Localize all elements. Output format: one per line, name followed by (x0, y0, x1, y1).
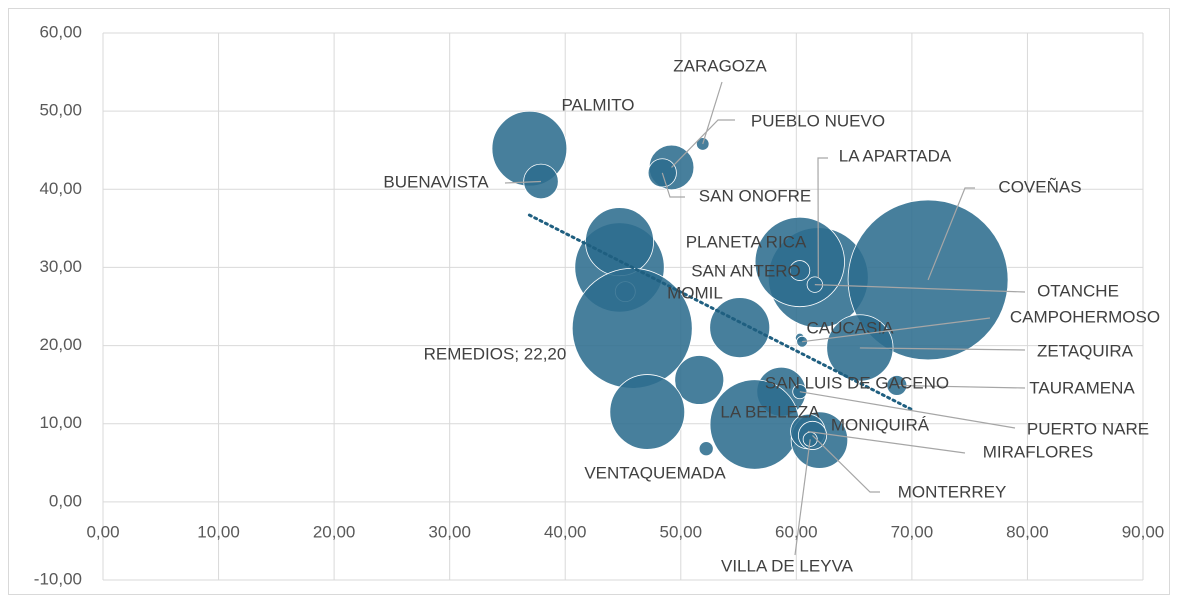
leader-line (807, 430, 966, 454)
data-label: SAN ONOFRE (699, 186, 811, 205)
leader-line (817, 157, 828, 278)
x-tick-label: 70,00 (891, 522, 934, 541)
data-label: ZETAQUIRA (1037, 341, 1134, 360)
leader-line (802, 317, 991, 343)
x-tick-label: 60,00 (775, 522, 818, 541)
data-label: MOMIL (667, 283, 723, 302)
bubble (609, 374, 686, 450)
leader-line (859, 347, 1026, 351)
data-label: LA APARTADA (839, 146, 952, 165)
leader-line (814, 284, 1026, 293)
data-label: BUENAVISTA (383, 172, 489, 191)
bubble (698, 441, 714, 457)
bubble (802, 431, 818, 447)
data-label: SAN ANTERO (691, 261, 801, 280)
data-label: CAUCASIA (807, 318, 895, 337)
x-tick-label: 40,00 (544, 522, 587, 541)
x-tick-label: 10,00 (197, 522, 240, 541)
bubble (674, 355, 725, 405)
bubble (709, 379, 800, 470)
leader-line (927, 187, 975, 281)
data-label: VILLA DE LEYVA (721, 556, 854, 575)
y-tick-label: -10,00 (34, 569, 82, 588)
x-tick-label: 0,00 (86, 522, 119, 541)
leader-line (799, 391, 1016, 429)
leader-line (504, 180, 541, 184)
y-tick-label: 30,00 (39, 257, 82, 276)
data-label: PALMITO (561, 95, 634, 114)
data-label: COVEÑAS (998, 177, 1081, 196)
y-tick-label: 0,00 (49, 491, 82, 510)
data-label: VENTAQUEMADA (584, 463, 726, 482)
data-label: MIRAFLORES (983, 442, 1094, 461)
leader-line (812, 435, 880, 493)
leader-line (794, 439, 811, 556)
y-tick-label: 40,00 (39, 179, 82, 198)
data-label: PUERTO NARE (1027, 419, 1149, 438)
y-tick-label: 10,00 (39, 413, 82, 432)
x-tick-label: 80,00 (1006, 522, 1049, 541)
data-label: PUEBLO NUEVO (751, 111, 885, 130)
data-label: PLANETA RICA (686, 232, 807, 251)
data-label: OTANCHE (1037, 281, 1119, 300)
bubble (789, 260, 811, 281)
x-tick-label: 50,00 (660, 522, 703, 541)
data-label: TAURAMENA (1029, 378, 1135, 397)
y-tick-label: 20,00 (39, 335, 82, 354)
x-tick-label: 90,00 (1122, 522, 1165, 541)
y-tick-label: 60,00 (39, 22, 82, 41)
data-label: LA BELLEZA (720, 402, 820, 421)
data-label: ZARAGOZA (673, 56, 767, 75)
leader-line (896, 384, 1026, 389)
data-label: REMEDIOS; 22,20 (424, 344, 567, 363)
bubble (585, 207, 654, 277)
data-label: CAMPOHERMOSO (1010, 307, 1160, 326)
y-tick-label: 50,00 (39, 101, 82, 120)
data-label: SAN LUIS DE GACENO (765, 373, 949, 392)
x-tick-label: 30,00 (428, 522, 471, 541)
trendline (527, 213, 914, 412)
data-label: MONTERREY (898, 482, 1007, 501)
bubble (709, 297, 771, 358)
leader-line (702, 81, 723, 145)
x-tick-label: 20,00 (313, 522, 356, 541)
data-label: MONIQUIRÁ (831, 415, 930, 434)
leader-line (671, 119, 735, 168)
leader-line (661, 172, 685, 198)
